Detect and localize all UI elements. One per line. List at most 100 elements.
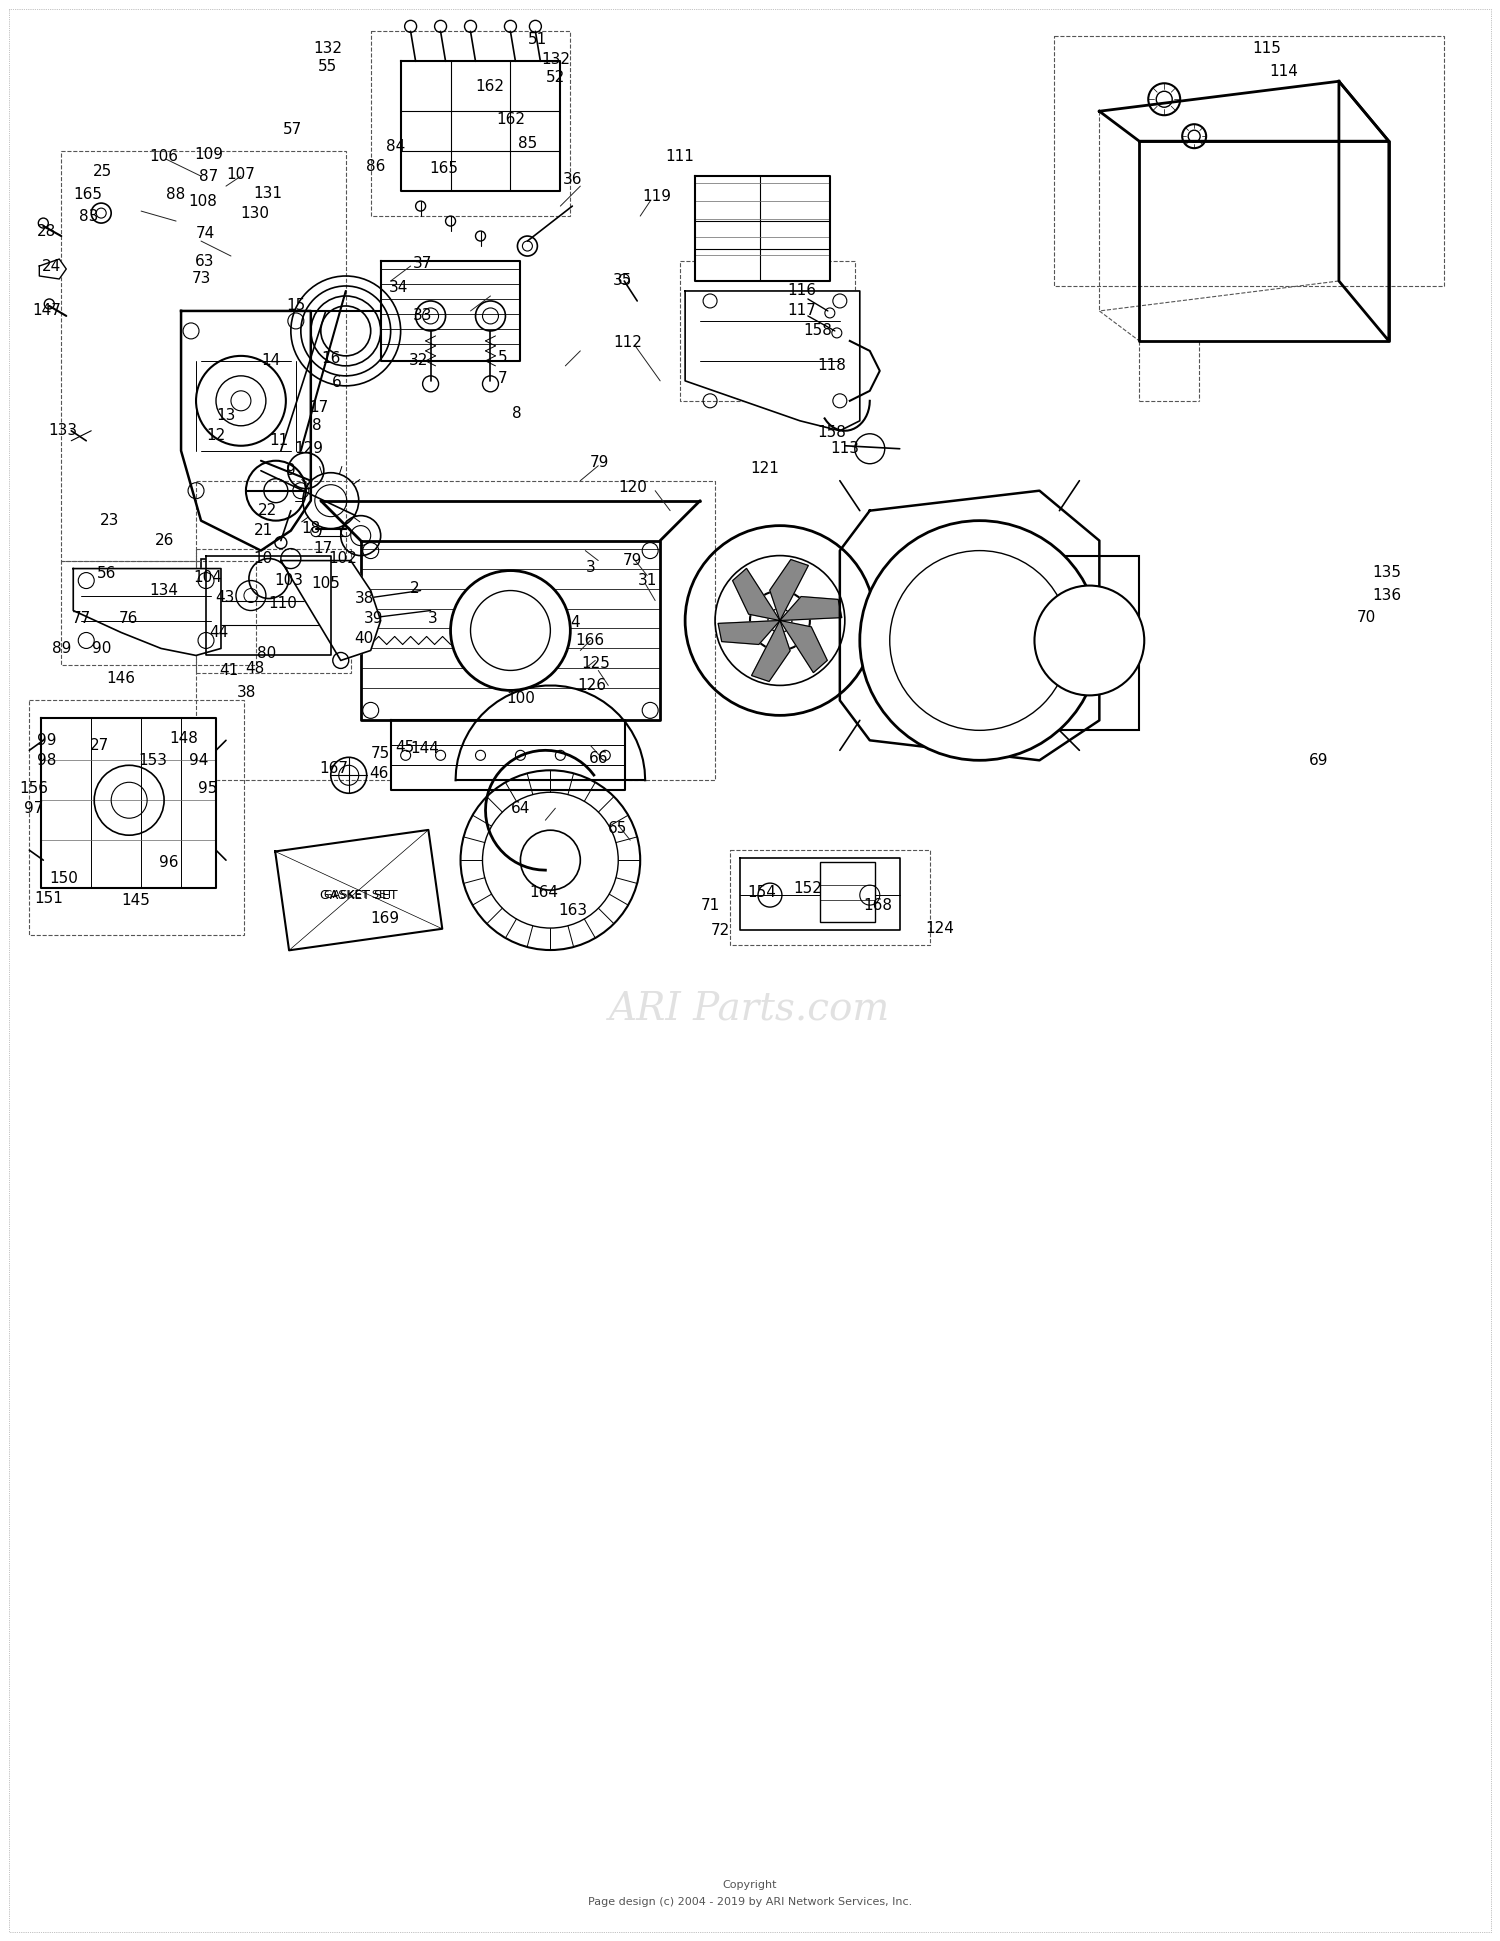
Text: 116: 116: [788, 283, 816, 299]
Text: 17: 17: [309, 400, 328, 415]
Text: 126: 126: [578, 677, 608, 693]
Polygon shape: [74, 569, 220, 656]
Text: 166: 166: [576, 633, 604, 648]
Polygon shape: [840, 491, 1100, 761]
Text: 164: 164: [530, 885, 558, 899]
Bar: [821, 862, 874, 922]
Text: 110: 110: [268, 596, 297, 611]
Text: 26: 26: [154, 534, 174, 547]
Text: 33: 33: [413, 309, 432, 324]
Text: 80: 80: [258, 646, 276, 662]
Text: 44: 44: [210, 625, 228, 641]
Text: 124: 124: [926, 920, 954, 936]
Text: 151: 151: [34, 891, 63, 906]
Text: 88: 88: [166, 186, 186, 202]
Text: Page design (c) 2004 - 2019 by ARI Network Services, Inc.: Page design (c) 2004 - 2019 by ARI Netwo…: [588, 1896, 912, 1906]
Text: 11: 11: [268, 433, 288, 448]
Text: 118: 118: [818, 359, 846, 373]
Text: 165: 165: [429, 161, 457, 175]
Text: GASKET SET: GASKET SET: [324, 891, 393, 901]
Polygon shape: [1140, 142, 1389, 342]
Text: 8: 8: [512, 406, 520, 421]
Text: 34: 34: [388, 281, 408, 295]
Text: 64: 64: [510, 802, 530, 815]
Text: 115: 115: [1252, 41, 1281, 56]
Text: 65: 65: [608, 821, 627, 837]
Circle shape: [450, 571, 570, 691]
Bar: [370, 31, 570, 215]
Text: 13: 13: [216, 408, 236, 423]
Text: 111: 111: [666, 149, 694, 163]
Text: 90: 90: [92, 641, 111, 656]
Text: 94: 94: [189, 753, 209, 769]
Text: 108: 108: [189, 194, 217, 208]
Text: 73: 73: [192, 272, 210, 287]
Text: 152: 152: [794, 881, 822, 895]
Text: 27: 27: [90, 738, 110, 753]
Text: 105: 105: [312, 576, 340, 592]
Polygon shape: [206, 555, 332, 656]
Text: 114: 114: [1269, 64, 1299, 80]
Text: 144: 144: [410, 741, 440, 755]
Text: 79: 79: [622, 553, 642, 569]
Polygon shape: [280, 561, 381, 660]
Text: 37: 37: [413, 256, 432, 270]
Bar: [196, 481, 716, 780]
Text: 119: 119: [642, 188, 672, 204]
Text: 43: 43: [216, 590, 234, 606]
Text: 103: 103: [274, 573, 303, 588]
Text: 162: 162: [476, 80, 504, 93]
Bar: [62, 151, 345, 561]
Text: 153: 153: [138, 753, 168, 769]
Text: 12: 12: [207, 429, 225, 443]
Text: 51: 51: [528, 31, 548, 47]
Text: 3: 3: [427, 611, 438, 627]
Text: 158: 158: [804, 324, 832, 338]
Polygon shape: [390, 720, 626, 790]
Text: 112: 112: [614, 336, 642, 351]
Bar: [201, 559, 332, 629]
Text: 169: 169: [370, 910, 399, 926]
Text: 79: 79: [590, 456, 609, 470]
Text: 121: 121: [750, 462, 780, 476]
Text: 35: 35: [612, 274, 632, 289]
Text: 129: 129: [294, 441, 324, 456]
Text: 6: 6: [332, 375, 342, 390]
Text: 104: 104: [194, 571, 222, 584]
Polygon shape: [780, 596, 842, 621]
Text: 24: 24: [42, 258, 62, 274]
Text: 132: 132: [314, 41, 342, 56]
Text: 21: 21: [255, 524, 273, 538]
Text: 109: 109: [195, 148, 223, 161]
Text: 85: 85: [518, 136, 537, 151]
Bar: [30, 701, 245, 936]
Text: 97: 97: [24, 802, 44, 815]
Text: 165: 165: [74, 186, 102, 202]
Text: 107: 107: [226, 167, 255, 182]
Text: 55: 55: [318, 58, 338, 74]
Text: 99: 99: [36, 734, 56, 747]
Text: 2: 2: [410, 580, 420, 596]
Text: 45: 45: [394, 740, 414, 755]
Text: 163: 163: [560, 903, 588, 918]
Text: 77: 77: [72, 611, 92, 627]
Text: 23: 23: [99, 512, 118, 528]
Text: 150: 150: [50, 872, 78, 885]
Polygon shape: [400, 62, 561, 190]
Text: 5: 5: [498, 351, 507, 365]
Text: 38: 38: [356, 590, 375, 606]
Text: 10: 10: [254, 551, 273, 567]
Text: 83: 83: [78, 208, 98, 223]
Text: 39: 39: [364, 611, 384, 627]
Text: ARI Parts.com: ARI Parts.com: [609, 990, 891, 1029]
Text: 52: 52: [546, 70, 566, 85]
Polygon shape: [780, 621, 828, 674]
Text: 147: 147: [32, 303, 60, 318]
Text: 100: 100: [506, 691, 536, 707]
Text: 131: 131: [254, 186, 282, 200]
Text: 167: 167: [320, 761, 348, 776]
Polygon shape: [740, 858, 900, 930]
Text: 136: 136: [1372, 588, 1401, 604]
Bar: [730, 850, 930, 945]
Text: 15: 15: [286, 299, 306, 313]
